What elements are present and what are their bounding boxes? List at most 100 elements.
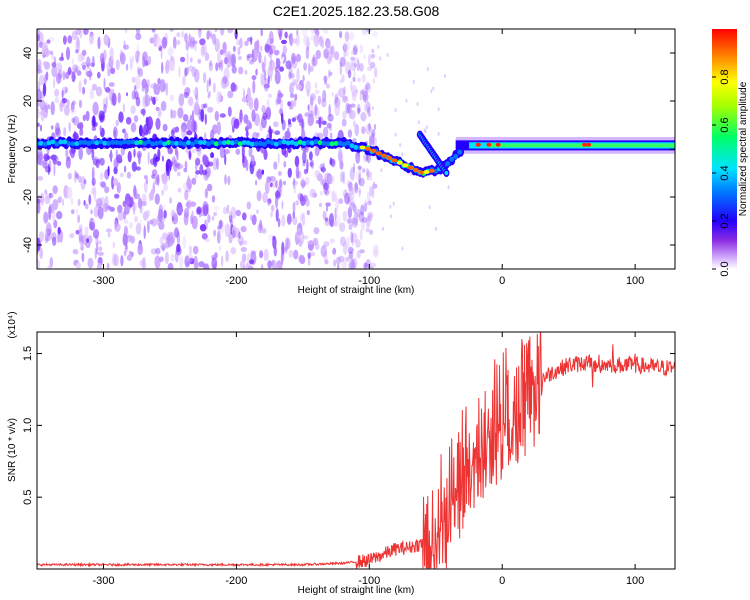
noise-blob [188,199,192,210]
noise-blob [347,69,352,79]
noise-blob [186,253,194,263]
noise-blob [401,246,404,251]
noise-blob [158,221,165,230]
noise-blob [237,46,241,56]
noise-blob [206,79,209,93]
noise-blob [62,70,66,81]
noise-blob [75,229,80,235]
noise-blob [48,205,53,214]
noise-blob [56,73,62,84]
noise-blob [202,201,209,215]
noise-blob [348,186,354,196]
noise-blob [242,240,248,246]
noise-blob [267,260,272,269]
noise-blob [71,117,76,124]
carrier-blob-core [94,140,100,146]
noise-blob [71,58,75,65]
noise-blob [91,166,95,181]
noise-blob [123,219,129,224]
noise-blob [114,222,121,232]
noise-blob [348,251,354,260]
noise-blob [288,249,294,258]
noise-blob [213,229,217,237]
noise-blob [177,107,184,119]
noise-blob [184,67,188,77]
noise-blob [352,76,356,83]
snr-x-tick-label: 0 [499,575,505,587]
noise-blob [191,40,198,45]
noise-blob [91,147,95,161]
noise-blob [61,89,64,99]
carrier-blob-core [445,161,451,167]
noise-blob [227,29,234,34]
noise-blob [70,108,77,115]
noise-blob [49,50,54,55]
carrier-blob-core [241,140,247,145]
carrier-peak [486,142,492,147]
noise-blob [79,29,83,39]
noise-blob [170,209,176,219]
noise-blob [351,217,358,228]
noise-blob [69,232,75,239]
noise-blob [322,162,326,174]
noise-blob [271,204,275,212]
noise-blob [45,222,52,237]
noise-blob [213,206,220,211]
noise-blob [267,93,272,99]
carrier-blob-core [158,139,164,145]
snr-x-ticks: -300 -200 -100 0 100 [92,332,644,587]
noise-blob [47,163,51,176]
noise-blob [352,46,358,56]
noise-blob [365,82,371,91]
noise-blob [37,198,41,204]
spectrogram-x-tick-label: -300 [92,275,114,287]
noise-blob [238,66,244,75]
noise-blob [53,56,57,68]
noise-blob [356,103,361,115]
carrier-peak [391,158,398,163]
noise-blob [111,175,115,190]
noise-blob [309,151,313,161]
noise-blob [305,46,310,60]
noise-blob [343,86,346,96]
carrier-blob-core [178,140,184,146]
noise-blob [90,209,93,215]
noise-blob [248,59,255,65]
carrier-blob-core [174,140,180,146]
noise-blob [270,211,273,218]
noise-blob [147,151,150,165]
noise-blob [84,226,89,237]
noise-blob [122,232,128,247]
noise-blob [310,159,315,169]
noise-blob [80,244,84,251]
noise-blob [167,47,174,57]
noise-blob [129,235,136,244]
noise-blob [358,177,365,187]
snr-x-tick-label: 100 [626,575,644,587]
noise-blob [350,81,353,92]
noise-blob [187,199,190,211]
carrier-blob-core [349,143,355,149]
spectrogram-y-tick-label: 20 [22,95,34,107]
noise-blob [164,63,170,74]
noise-blob [328,56,333,63]
snr-x-tick-label: -300 [92,575,114,587]
noise-blob [338,255,345,263]
noise-blob [44,189,48,196]
noise-blob [37,59,42,72]
noise-blob [46,193,52,201]
noise-blob [232,229,236,239]
snr-y-tick-label: 1.0 [22,418,34,433]
noise-blob [189,257,195,265]
noise-blob [163,209,167,219]
noise-blob [292,201,296,213]
carrier-blob-core [142,141,148,146]
noise-blob [65,46,71,61]
noise-blob [45,233,51,242]
noise-blob [447,185,450,190]
noise-blob [211,257,218,269]
noise-blob [261,169,265,175]
noise-blob [353,69,357,83]
noise-blob [294,93,298,101]
noise-blob [225,250,229,262]
